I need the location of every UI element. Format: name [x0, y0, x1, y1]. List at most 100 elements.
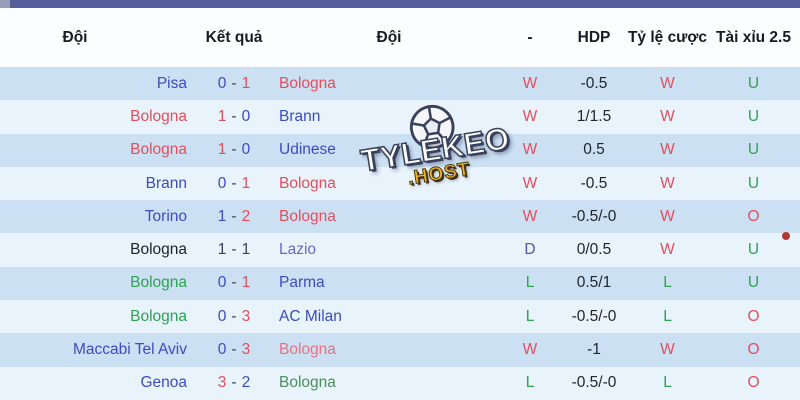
table-header-row: Đội Kết quả Đội - HDP Tỷ lệ cược Tài xỉu…	[0, 8, 800, 67]
table-row: Maccabi Tel Aviv 0 - 3 Bologna W -1 W O	[0, 333, 800, 367]
hdp-value: -1	[587, 341, 601, 359]
score-cell: 1 - 2	[190, 208, 278, 226]
table-row: Bologna 0 - 3 AC Milan L -0.5/-0 L O	[0, 300, 800, 334]
over-under-letter: U	[747, 241, 760, 259]
over-under-letter: U	[747, 274, 760, 292]
hdp-value: 0.5	[583, 141, 605, 159]
score-cell: 1 - 0	[190, 141, 278, 159]
home-team-name: Pisa	[156, 74, 187, 92]
match-result-letter: L	[525, 307, 535, 325]
home-score: 0	[217, 274, 227, 292]
away-team-name: AC Milan	[279, 307, 342, 325]
score-dash: -	[231, 207, 237, 225]
home-score: 1	[217, 141, 227, 159]
score-dash: -	[231, 74, 237, 92]
home-score: 0	[217, 307, 227, 325]
header-match-result: -	[527, 28, 533, 46]
away-score: 1	[241, 274, 251, 292]
top-accent-bar	[0, 0, 800, 8]
away-team-name: Bologna	[279, 341, 336, 359]
over-under-letter: O	[747, 307, 760, 325]
red-dot-indicator	[782, 232, 790, 240]
table-row: Pisa 0 - 1 Bologna W -0.5 W U	[0, 67, 800, 101]
score-dash: -	[231, 341, 237, 359]
header-odds: Tỷ lệ cược	[627, 28, 708, 46]
score-cell: 0 - 3	[190, 341, 278, 359]
away-score: 1	[241, 74, 251, 92]
odds-result-letter: W	[660, 107, 675, 125]
header-home-team: Đội	[62, 28, 88, 46]
score-dash: -	[231, 174, 237, 192]
away-score: 1	[241, 241, 251, 259]
match-result-letter: W	[522, 141, 538, 159]
away-team-name: Bologna	[279, 174, 336, 192]
home-team-name: Bologna	[130, 241, 187, 259]
score-dash: -	[231, 374, 237, 392]
away-score: 0	[241, 107, 251, 125]
home-team-name: Brann	[145, 174, 187, 192]
hdp-value: -0.5/-0	[571, 207, 617, 225]
odds-result-letter: W	[660, 207, 675, 225]
hdp-value: 0/0.5	[576, 241, 612, 259]
over-under-letter: O	[747, 341, 760, 359]
away-team-name: Parma	[279, 274, 325, 292]
home-score: 0	[217, 174, 227, 192]
odds-result-letter: L	[663, 274, 672, 292]
table-row: Bologna 0 - 1 Parma L 0.5/1 L U	[0, 266, 800, 301]
match-result-letter: D	[524, 241, 536, 259]
home-team-name: Bologna	[130, 141, 187, 159]
odds-result-letter: L	[663, 307, 672, 325]
away-score: 1	[241, 174, 251, 192]
score-dash: -	[231, 274, 237, 292]
away-score: 0	[241, 141, 251, 159]
home-score: 1	[217, 107, 227, 125]
home-team-name: Bologna	[130, 107, 187, 125]
score-cell: 0 - 3	[190, 308, 278, 326]
match-result-letter: L	[525, 374, 535, 392]
hdp-value: -0.5	[580, 74, 608, 92]
away-score: 2	[241, 374, 251, 392]
score-cell: 1 - 0	[190, 108, 278, 126]
away-score: 3	[241, 307, 251, 325]
match-result-letter: W	[522, 207, 538, 225]
score-dash: -	[231, 307, 237, 325]
over-under-letter: U	[747, 107, 760, 125]
home-team-name: Bologna	[130, 274, 187, 292]
over-under-letter: U	[747, 141, 760, 159]
odds-result-letter: W	[660, 241, 675, 259]
score-dash: -	[231, 141, 237, 159]
home-score: 0	[217, 74, 227, 92]
odds-result-letter: W	[660, 74, 675, 92]
home-team-name: Maccabi Tel Aviv	[72, 341, 187, 359]
home-score: 1	[217, 207, 227, 225]
home-score: 0	[217, 341, 227, 359]
score-cell: 0 - 1	[190, 274, 278, 292]
table-row: Bologna 1 - 0 Brann W 1/1.5 W U	[0, 100, 800, 134]
odds-result-letter: W	[660, 341, 675, 359]
away-score: 3	[241, 341, 251, 359]
header-over-under: Tài xỉu 2.5	[716, 28, 791, 46]
away-team-name: Lazio	[279, 241, 317, 259]
away-team-name: Bologna	[279, 207, 336, 225]
home-score: 1	[217, 241, 227, 259]
score-cell: 0 - 1	[190, 175, 278, 193]
hdp-value: -0.5/-0	[571, 374, 617, 392]
table-row: Genoa 3 - 2 Bologna L -0.5/-0 L O	[0, 366, 800, 400]
header-hdp: HDP	[577, 28, 611, 46]
score-cell: 3 - 2	[190, 374, 278, 392]
odds-result-letter: W	[660, 141, 675, 159]
table-row: Brann 0 - 1 Bologna W -0.5 W U	[0, 166, 800, 201]
match-result-letter: W	[522, 74, 538, 92]
score-dash: -	[231, 241, 237, 259]
odds-result-letter: L	[663, 374, 672, 392]
score-dash: -	[231, 107, 237, 125]
match-result-letter: W	[522, 341, 538, 359]
table-row: Bologna 1 - 1 Lazio D 0/0.5 W U	[0, 233, 800, 267]
home-team-name: Bologna	[130, 307, 187, 325]
odds-result-letter: W	[660, 174, 675, 192]
top-bar-notch	[0, 0, 10, 8]
away-team-name: Brann	[279, 107, 321, 125]
home-score: 3	[217, 374, 227, 392]
score-cell: 0 - 1	[190, 75, 278, 93]
match-result-letter: W	[522, 174, 538, 192]
